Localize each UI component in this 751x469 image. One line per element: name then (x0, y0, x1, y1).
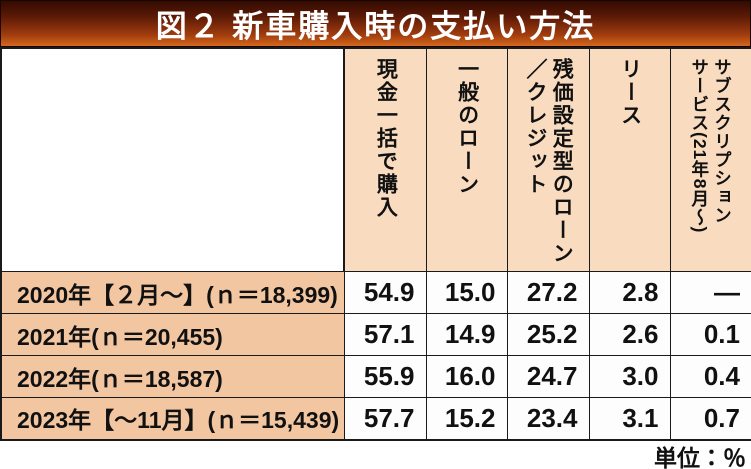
value-cell: 16.0 (425, 355, 508, 398)
value-cell: 54.9 (343, 271, 427, 314)
header-row: 現金一括で購入 一般のローン 残価設定型のローン ／クレジット リース サブスク… (0, 47, 751, 272)
value-cell: 0.4 (669, 355, 751, 398)
column-header-label: リース (618, 58, 642, 127)
row-label: 2021年(ｎ＝20,455) (0, 313, 345, 356)
value-cell: 15.0 (425, 271, 508, 314)
column-header-label: 現金一括で購入 (374, 58, 398, 219)
value-cell: 2.6 (588, 313, 671, 356)
column-header-label: 残価設定型のローン ／クレジット (524, 58, 574, 265)
column-header-lease: リース (588, 47, 671, 272)
value-cell: 3.1 (588, 397, 671, 440)
value-cell: 2.8 (588, 271, 671, 314)
row-label: 2022年(ｎ＝18,587) (0, 355, 345, 398)
figure-title-bar: 図２ 新車購入時の支払い方法 (0, 0, 751, 47)
value-cell: 57.7 (343, 397, 427, 440)
table-row-2021: 2021年(ｎ＝20,455) 57.1 14.9 25.2 2.6 0.1 (0, 313, 751, 356)
footer: 単位：％ (0, 441, 751, 469)
row-label: 2020年【２月～】(ｎ＝18,399) (0, 271, 345, 314)
value-cell: 57.1 (343, 313, 427, 356)
column-header-residual-loan: 残価設定型のローン ／クレジット (506, 47, 590, 272)
unit-label: 単位：％ (654, 444, 746, 469)
table-row-2023: 2023年【～11月】(ｎ＝15,439) 57.7 15.2 23.4 3.1… (0, 397, 751, 440)
value-cell: 25.2 (506, 313, 590, 356)
value-cell: 24.7 (506, 355, 590, 398)
value-cell: 23.4 (506, 397, 590, 440)
table-row-2022: 2022年(ｎ＝18,587) 55.9 16.0 24.7 3.0 0.4 (0, 355, 751, 398)
value-cell: 14.9 (425, 313, 508, 356)
value-cell: — (669, 271, 751, 314)
column-header-label: 一般のローン (455, 58, 479, 196)
value-cell: 27.2 (506, 271, 590, 314)
column-header-cash: 現金一括で購入 (343, 47, 427, 272)
value-cell: 55.9 (343, 355, 427, 398)
value-cell: 0.1 (669, 313, 751, 356)
table-row-2020: 2020年【２月～】(ｎ＝18,399) 54.9 15.0 27.2 2.8 … (0, 271, 751, 314)
column-header-subscription: サブスクリプション サービス(21年8月～) (669, 47, 751, 272)
value-cell: 15.2 (425, 397, 508, 440)
figure-title: 図２ 新車購入時の支払い方法 (155, 9, 596, 44)
value-cell: 3.0 (588, 355, 671, 398)
payment-method-table: 現金一括で購入 一般のローン 残価設定型のローン ／クレジット リース サブスク… (0, 47, 751, 441)
corner-cell (0, 47, 345, 272)
row-label: 2023年【～11月】(ｎ＝15,439) (0, 397, 345, 440)
column-header-label: サブスクリプション サービス(21年8月～) (689, 58, 733, 234)
value-cell: 0.7 (669, 397, 751, 440)
column-header-general-loan: 一般のローン (425, 47, 508, 272)
